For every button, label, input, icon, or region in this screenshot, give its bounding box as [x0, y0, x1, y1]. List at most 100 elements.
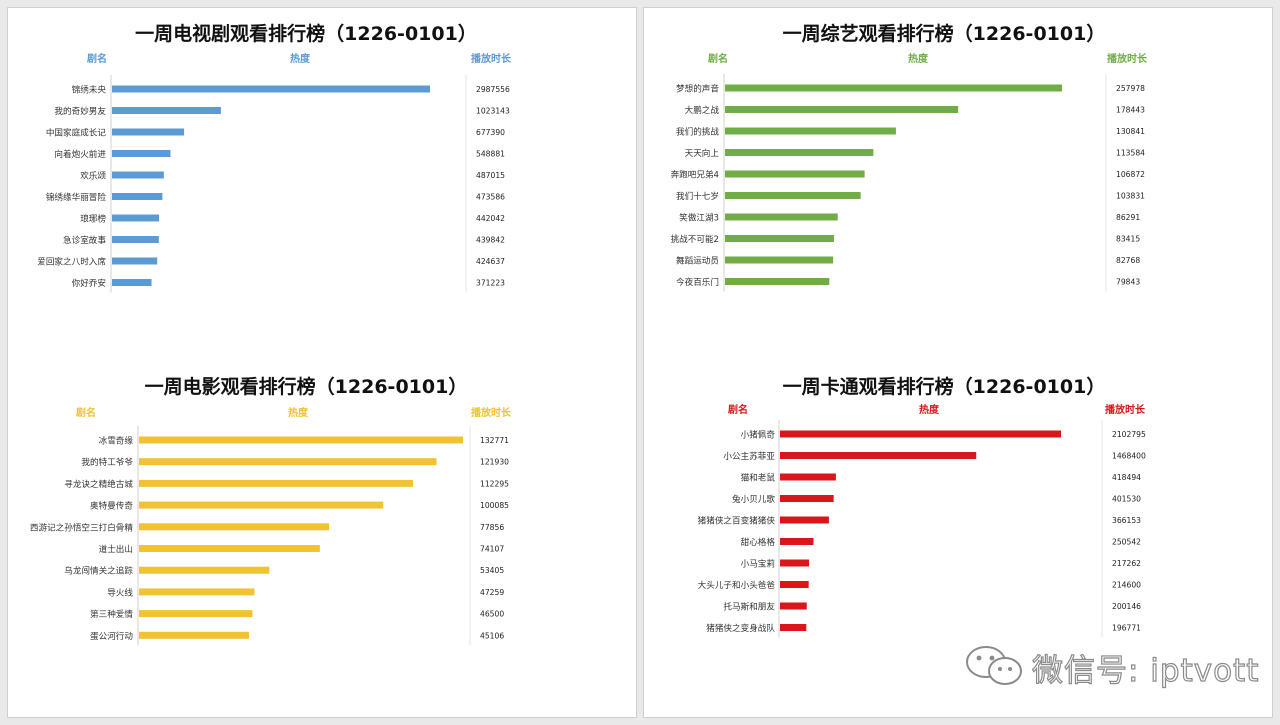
- header-value: 热度: [908, 52, 929, 65]
- bar: [780, 452, 977, 459]
- category-label: 我的特工爷爷: [81, 456, 133, 468]
- category-label: 爱回家之八时入席: [37, 256, 106, 268]
- category-label: 锦绣缘华丽冒险: [46, 191, 107, 203]
- value-label: 74107: [480, 545, 504, 554]
- bar: [139, 436, 463, 444]
- bar: [725, 192, 861, 199]
- category-label: 我的奇妙男友: [54, 105, 106, 117]
- chart-title: 一周综艺观看排行榜（1226-0101）: [783, 22, 1106, 45]
- category-label: 小猪佩奇: [741, 429, 776, 441]
- bar: [725, 256, 834, 264]
- category-label: 奔跑吧兄弟4: [671, 169, 719, 181]
- value-label: 46500: [480, 610, 504, 619]
- bar: [139, 588, 255, 596]
- bar: [725, 106, 959, 113]
- category-label: 中国家庭成长记: [46, 127, 107, 139]
- bar: [139, 458, 437, 466]
- bar: [725, 213, 838, 221]
- category-label: 小马宝莉: [741, 558, 776, 570]
- value-label: 113584: [1116, 149, 1145, 158]
- value-label: 200146: [1112, 602, 1141, 611]
- category-label: 我们的挑战: [676, 126, 719, 138]
- category-label: 第三种爱情: [90, 608, 133, 620]
- bar: [139, 523, 329, 531]
- bar: [112, 171, 164, 179]
- category-label: 乌龙闯情关之追踪: [64, 565, 133, 577]
- value-label: 77856: [480, 523, 504, 532]
- category-label: 甜心格格: [741, 536, 776, 548]
- watermark-text: 微信号: iptvott: [1031, 652, 1260, 689]
- category-label: 向着炮火前进: [54, 148, 106, 160]
- value-label: 112295: [480, 479, 509, 488]
- bar: [780, 495, 834, 502]
- bar: [780, 581, 809, 588]
- bar: [112, 150, 171, 157]
- category-label: 寻龙诀之精绝古城: [64, 478, 133, 490]
- bar: [112, 193, 163, 200]
- bar: [725, 170, 865, 178]
- header-name: 剧名: [87, 52, 107, 65]
- bar: [725, 127, 896, 135]
- bar: [112, 257, 158, 265]
- category-label: 天天向上: [685, 147, 720, 159]
- category-label: 笑傲江湖3: [679, 212, 719, 224]
- value-label: 47259: [480, 588, 504, 597]
- value-label: 79843: [1116, 278, 1140, 287]
- value-label: 83415: [1116, 235, 1140, 244]
- header-name: 剧名: [76, 406, 96, 419]
- bar: [139, 479, 414, 487]
- category-label: 蛋公河行动: [90, 630, 133, 642]
- bar: [725, 235, 834, 242]
- value-label: 53405: [480, 566, 504, 575]
- category-label: 大头儿子和小头爸爸: [698, 579, 776, 591]
- category-label: 道士出山: [99, 543, 133, 555]
- category-label: 猪猪侠之百变猪猪侠: [698, 515, 776, 527]
- value-label: 473586: [476, 193, 505, 202]
- header-value: 热度: [290, 52, 311, 65]
- category-label: 今夜百乐门: [676, 276, 719, 288]
- chart-title: 一周电影观看排行榜（1226-0101）: [145, 375, 468, 398]
- value-label: 196771: [1112, 624, 1141, 633]
- bar: [780, 473, 836, 481]
- value-label: 100085: [480, 501, 509, 510]
- category-label: 你好乔安: [72, 277, 107, 289]
- watermark: 微信号: iptvott: [962, 642, 1262, 690]
- value-label: 132771: [480, 436, 509, 445]
- value-label: 439842: [476, 236, 505, 245]
- bar: [112, 85, 430, 93]
- wechat-icon: [966, 646, 1022, 685]
- header-duration: 播放时长: [1105, 403, 1146, 416]
- bar: [780, 538, 814, 545]
- value-label: 103831: [1116, 192, 1145, 201]
- value-label: 548881: [476, 150, 505, 159]
- category-label: 急诊室故事: [63, 234, 106, 246]
- bar: [139, 566, 270, 574]
- bar: [780, 516, 829, 524]
- value-label: 130841: [1116, 127, 1145, 136]
- value-label: 257978: [1116, 84, 1145, 93]
- bar: [112, 214, 160, 222]
- value-label: 418494: [1112, 473, 1141, 482]
- right-panel: [643, 7, 1273, 718]
- value-label: 442042: [476, 214, 505, 223]
- value-label: 1468400: [1112, 452, 1146, 461]
- bar: [139, 501, 384, 509]
- value-label: 217262: [1112, 559, 1141, 568]
- bar: [112, 128, 185, 136]
- header-duration: 播放时长: [1107, 52, 1148, 65]
- category-label: 导火线: [107, 586, 133, 598]
- category-label: 西游记之孙悟空三打白骨精: [30, 521, 134, 533]
- header-duration: 播放时长: [471, 52, 512, 65]
- header-name: 剧名: [708, 52, 728, 65]
- value-label: 178443: [1116, 106, 1145, 115]
- chart-title: 一周电视剧观看排行榜（1226-0101）: [135, 22, 477, 45]
- category-label: 大鹏之战: [685, 104, 720, 116]
- left-panel: [7, 7, 637, 718]
- value-label: 1023143: [476, 107, 510, 116]
- category-label: 猪猪侠之变身战队: [706, 622, 775, 634]
- value-label: 86291: [1116, 213, 1140, 222]
- value-label: 82768: [1116, 256, 1140, 265]
- value-label: 366153: [1112, 516, 1141, 525]
- value-label: 121930: [480, 458, 509, 467]
